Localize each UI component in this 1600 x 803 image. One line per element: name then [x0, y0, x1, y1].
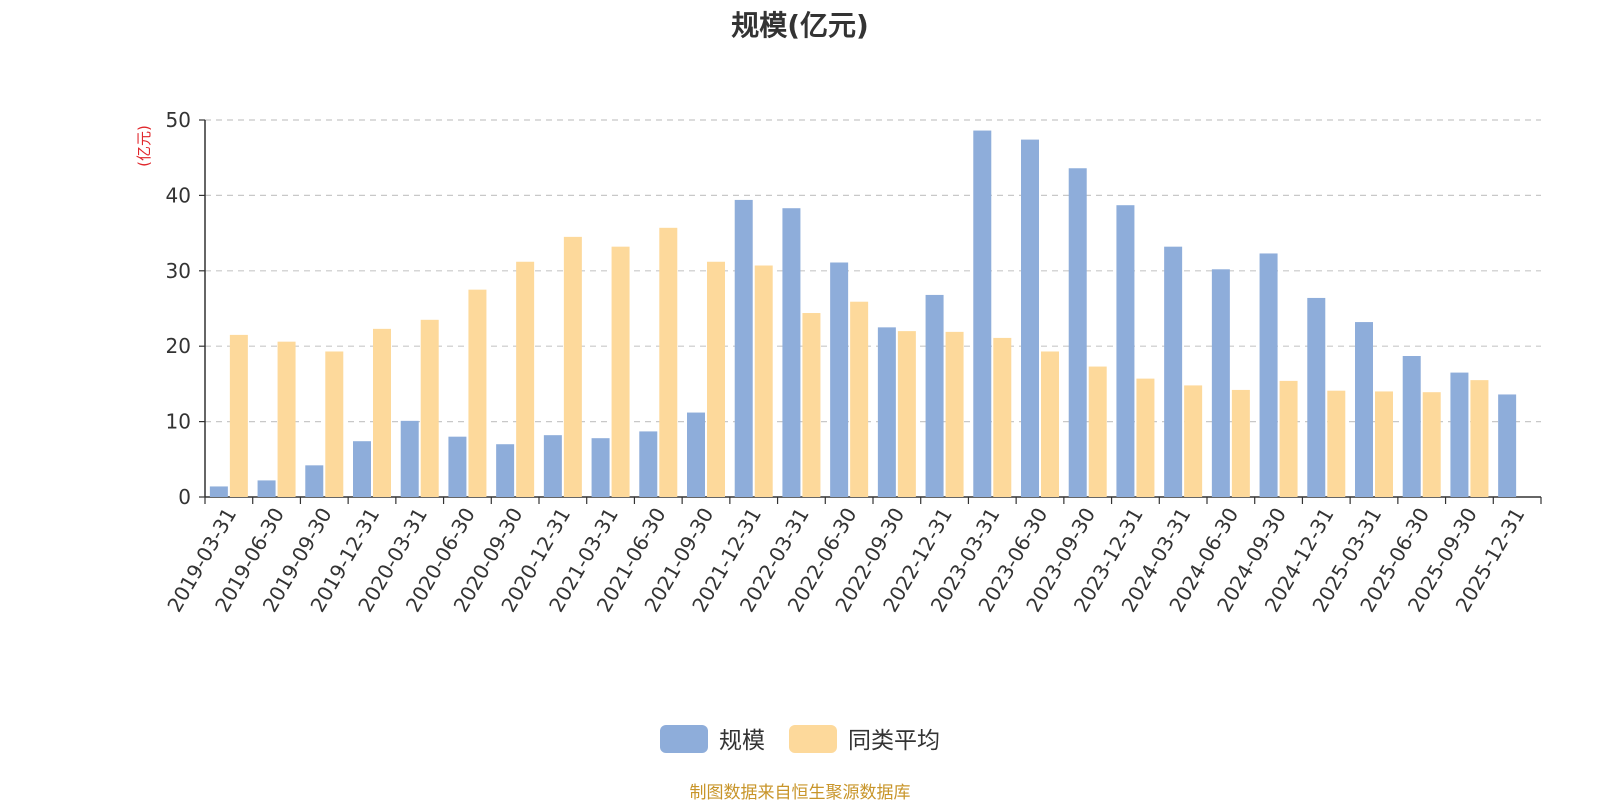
bar-peer-average	[563, 236, 582, 497]
legend-swatch	[789, 725, 837, 753]
legend-item-peer-average: 同类平均	[789, 725, 940, 754]
bar-scale	[1068, 168, 1087, 498]
bar-peer-average	[611, 246, 630, 497]
bar-peer-average	[277, 341, 296, 497]
bar-peer-average	[516, 261, 535, 497]
y-tick-label: 40	[166, 183, 191, 207]
bar-scale	[1164, 246, 1183, 497]
bar-peer-average	[229, 334, 248, 497]
bar-peer-average	[373, 328, 391, 497]
bar-scale	[830, 262, 849, 497]
bar-peer-average	[659, 227, 678, 497]
bar-scale	[1021, 139, 1039, 497]
chart-title: 规模(亿元)	[731, 9, 869, 42]
bar-scale	[400, 420, 419, 497]
bar-peer-average	[1184, 385, 1203, 497]
bar-scale	[925, 294, 944, 497]
bar-scale	[782, 208, 801, 497]
bar-peer-average	[1279, 380, 1298, 497]
bar-chart: 01020304050(亿元)2019-03-312019-06-302019-…	[135, 108, 1542, 754]
bar-peer-average	[1041, 351, 1059, 497]
legend-label: 同类平均	[848, 728, 940, 754]
y-tick-label: 0	[178, 485, 191, 509]
bar-scale	[1355, 322, 1373, 497]
legend-label: 规模	[719, 728, 765, 754]
bar-scale	[877, 327, 896, 497]
bar-scale	[734, 199, 753, 497]
bar-peer-average	[754, 265, 773, 497]
bar-scale	[209, 486, 228, 497]
bar-peer-average	[1136, 378, 1155, 497]
bar-scale	[1259, 253, 1278, 497]
bar-scale	[687, 412, 705, 497]
y-tick-label: 50	[166, 108, 191, 132]
y-tick-label: 20	[166, 334, 191, 358]
bar-scale	[543, 435, 562, 497]
bar-scale	[1116, 205, 1135, 497]
bar-peer-average	[802, 313, 821, 497]
bar-peer-average	[1470, 380, 1489, 497]
bar-scale	[448, 436, 467, 497]
bar-peer-average	[468, 289, 487, 497]
bar-peer-average	[1327, 390, 1346, 497]
bar-peer-average	[1375, 391, 1393, 497]
y-tick-label: 30	[166, 259, 191, 283]
y-axis-label: (亿元)	[135, 125, 153, 167]
bar-scale	[1211, 269, 1230, 497]
bar-scale	[1307, 297, 1326, 497]
bar-peer-average	[1088, 366, 1107, 497]
bar-scale	[973, 130, 992, 497]
bar-peer-average	[1422, 392, 1441, 497]
bar-peer-average	[1231, 389, 1250, 497]
bar-scale	[1498, 394, 1517, 497]
bar-scale	[496, 444, 515, 497]
y-tick-label: 10	[166, 410, 191, 434]
bar-peer-average	[707, 261, 725, 497]
bar-scale	[353, 441, 371, 497]
bar-scale	[257, 480, 276, 497]
legend-item-scale: 规模	[660, 725, 765, 754]
bar-peer-average	[945, 331, 964, 497]
data-source-note: 制图数据来自恒生聚源数据库	[689, 783, 911, 803]
bar-scale	[591, 438, 610, 497]
bar-scale	[639, 431, 658, 497]
bar-peer-average	[993, 337, 1012, 497]
legend-swatch	[660, 725, 708, 753]
bar-peer-average	[325, 351, 344, 497]
bar-scale	[1402, 356, 1421, 497]
bar-scale	[305, 465, 324, 497]
bar-scale	[1450, 372, 1469, 497]
bar-peer-average	[850, 301, 869, 497]
bar-peer-average	[420, 319, 439, 497]
bar-peer-average	[897, 331, 916, 497]
